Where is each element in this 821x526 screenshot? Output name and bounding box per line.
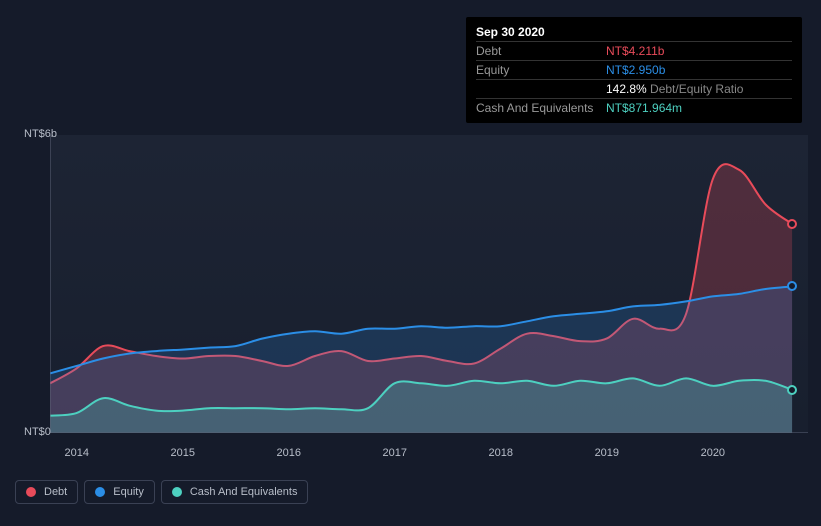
series-marker-debt [787,219,797,229]
debt-equity-chart: NT$6b NT$0 2014 2015 2016 2017 2018 2019 2020 S… [0,0,821,526]
tooltip-row-label [476,82,606,96]
tooltip-row-label: Equity [476,63,606,77]
x-axis-label: 2019 [595,447,619,459]
x-axis-label: 2014 [65,447,89,459]
tooltip-row: Cash And EquivalentsNT$871.964m [476,99,792,117]
legend-item-label: Equity [113,486,144,498]
tooltip-row-value: 142.8% Debt/Equity Ratio [606,82,792,96]
legend-dot-icon [26,487,36,497]
y-axis-label: NT$0 [24,426,51,438]
chart-tooltip: Sep 30 2020 DebtNT$4.211bEquityNT$2.950b… [466,17,802,123]
tooltip-date: Sep 30 2020 [476,25,545,39]
y-axis-label: NT$6b [24,128,57,140]
legend-item-debt[interactable]: Debt [15,480,78,504]
tooltip-row: EquityNT$2.950b [476,61,792,80]
x-axis-label: 2018 [489,447,513,459]
legend-dot-icon [172,487,182,497]
series-marker-equity [787,281,797,291]
legend-item-label: Debt [44,486,67,498]
series-marker-cash-and-equivalents [787,385,797,395]
legend-item-label: Cash And Equivalents [190,486,298,498]
tooltip-row-value: NT$2.950b [606,63,792,77]
tooltip-row-value: NT$871.964m [606,101,792,115]
x-axis-label: 2016 [277,447,301,459]
x-axis-label: 2020 [701,447,725,459]
x-axis-label: 2017 [383,447,407,459]
legend-item-cash-and-equivalents[interactable]: Cash And Equivalents [161,480,309,504]
x-axis-label: 2015 [171,447,195,459]
tooltip-row: DebtNT$4.211b [476,42,792,61]
tooltip-row: 142.8% Debt/Equity Ratio [476,80,792,99]
legend-item-equity[interactable]: Equity [84,480,155,504]
tooltip-row-value: NT$4.211b [606,44,792,58]
plot-area[interactable] [50,135,808,433]
tooltip-row-label: Cash And Equivalents [476,101,606,115]
tooltip-row-label: Debt [476,44,606,58]
legend-dot-icon [95,487,105,497]
chart-legend: Debt Equity Cash And Equivalents [15,480,308,504]
